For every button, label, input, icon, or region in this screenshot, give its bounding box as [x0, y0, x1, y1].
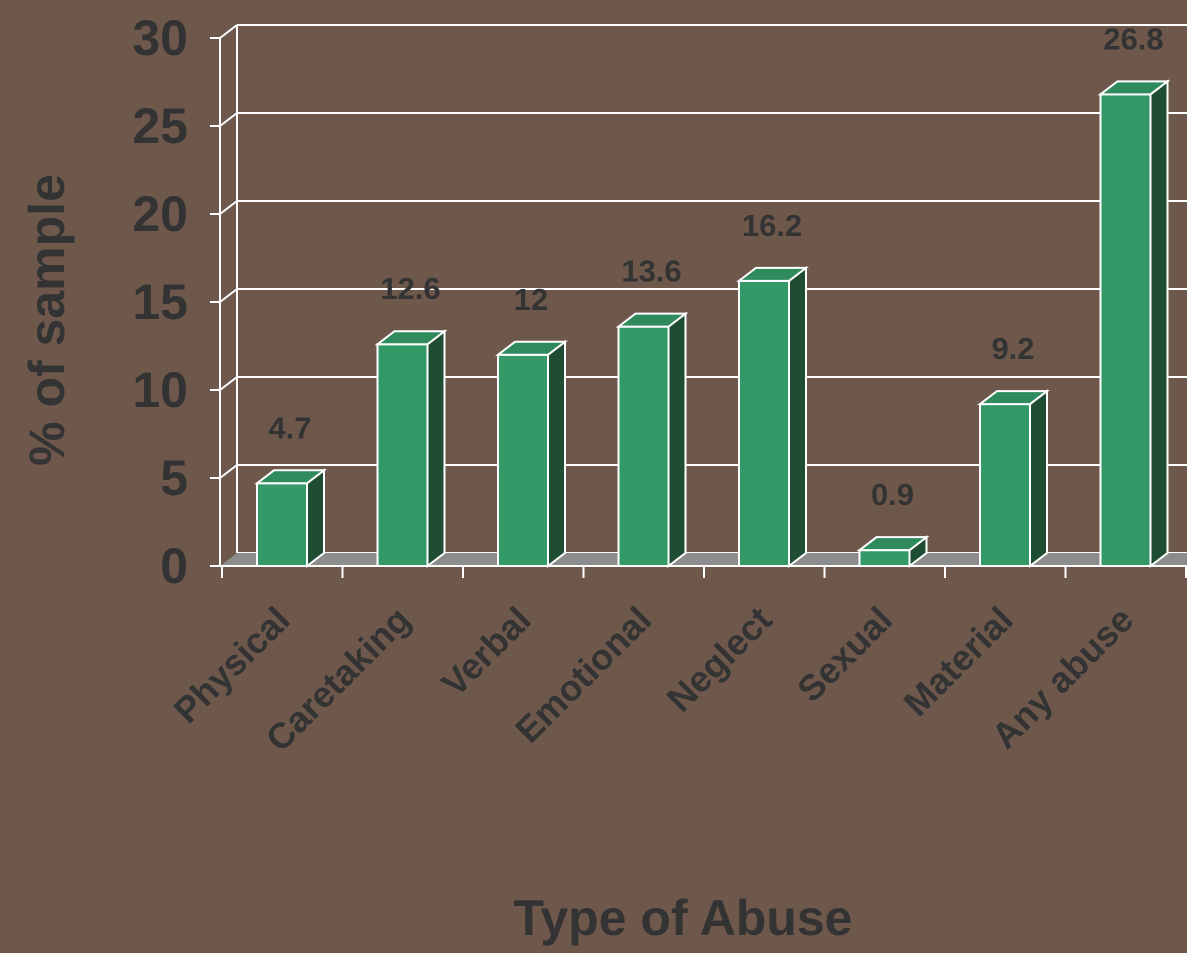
- bar: [374, 329, 448, 569]
- bar: [977, 389, 1050, 569]
- bar-top: [736, 266, 809, 282]
- x-tick-label: Neglect: [659, 599, 780, 720]
- bar-top: [977, 390, 1050, 406]
- bar-front: [497, 353, 549, 567]
- bar-front: [617, 325, 670, 568]
- bar: [1097, 79, 1171, 569]
- data-label: 12.6: [380, 271, 440, 306]
- bars: [254, 79, 1171, 569]
- bar: [615, 311, 689, 569]
- x-tick-label: Verbal: [433, 599, 538, 704]
- bar-front: [1099, 93, 1152, 567]
- bar-front: [256, 482, 308, 567]
- bar: [254, 468, 327, 569]
- bar: [736, 265, 809, 569]
- x-tick-label: Sexual: [789, 599, 900, 710]
- data-label: 16.2: [742, 208, 802, 243]
- bar-side: [667, 311, 687, 569]
- bar-side: [788, 265, 807, 569]
- bar-top: [856, 536, 930, 552]
- y-axis-title: % of sample: [19, 174, 75, 466]
- gridline-depth: [219, 376, 238, 391]
- chart-floor: [220, 553, 1187, 566]
- bar-front: [738, 279, 790, 567]
- y-tick-label: 0: [160, 538, 188, 594]
- data-label: 26.8: [1103, 21, 1163, 56]
- bar-side: [306, 468, 325, 569]
- data-label: 13.6: [621, 254, 681, 289]
- x-tick-label: Material: [895, 599, 1020, 724]
- y-tick-label: 10: [132, 362, 188, 418]
- y-tick-label: 25: [132, 98, 188, 154]
- bar-front: [376, 343, 429, 567]
- data-label: 12: [514, 282, 548, 317]
- gridline-depth: [219, 200, 238, 215]
- y-tick-label: 5: [160, 450, 188, 506]
- bar-side: [1029, 389, 1048, 569]
- gridline-depth: [219, 288, 238, 303]
- floor-plane: [220, 553, 1187, 566]
- bar-top: [374, 330, 448, 346]
- bar-front: [858, 549, 911, 567]
- data-label: 9.2: [991, 331, 1034, 366]
- bar-front: [979, 403, 1031, 567]
- bar-side: [426, 329, 446, 569]
- data-label: 0.9: [871, 477, 914, 512]
- data-labels: 4.7 12.6 12 13.6 16.2 0.9 9.2 26.8: [268, 21, 1163, 512]
- x-axis-title: Type of Abuse: [514, 890, 853, 946]
- y-tick-label: 15: [132, 274, 188, 330]
- bar-top: [254, 469, 327, 485]
- data-label: 4.7: [268, 410, 311, 445]
- bar-top: [615, 312, 689, 328]
- bar-top: [1097, 80, 1171, 96]
- bar-top: [495, 340, 568, 356]
- bar-side: [547, 339, 566, 569]
- bar-side: [1149, 79, 1169, 569]
- bar: [856, 535, 930, 569]
- bar: [495, 339, 568, 569]
- gridline-depth: [219, 112, 238, 127]
- gridline-depth: [219, 24, 238, 39]
- gridline-depth: [219, 464, 238, 479]
- y-tick-label: 30: [132, 10, 188, 66]
- y-tick-label: 20: [132, 186, 188, 242]
